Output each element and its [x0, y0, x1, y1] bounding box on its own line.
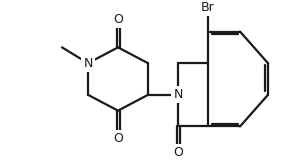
- Text: O: O: [113, 13, 123, 26]
- Text: Br: Br: [201, 1, 215, 14]
- Text: O: O: [173, 146, 183, 159]
- Text: O: O: [113, 132, 123, 145]
- Text: N: N: [173, 88, 183, 101]
- Text: N: N: [83, 57, 93, 70]
